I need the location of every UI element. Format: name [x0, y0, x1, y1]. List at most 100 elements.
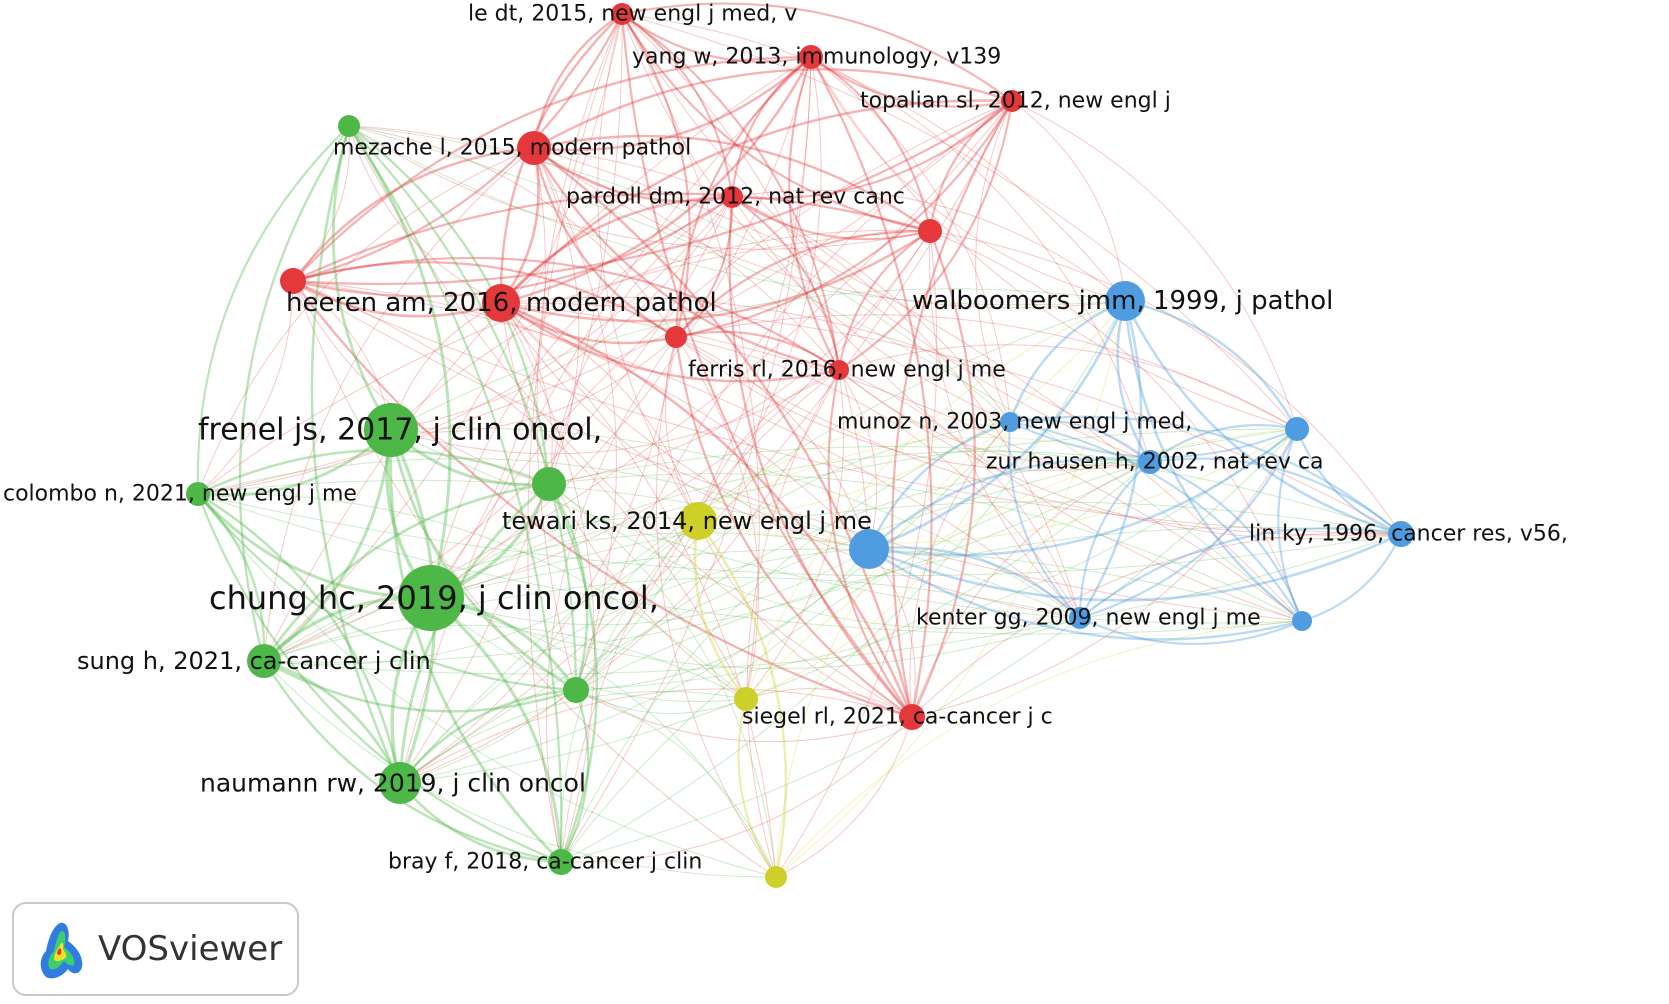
network-link [292, 280, 870, 550]
network-link [810, 56, 1126, 302]
network-link [263, 624, 747, 700]
network-node-g7[interactable] [563, 677, 589, 703]
network-link [728, 195, 914, 719]
network-link [347, 124, 551, 486]
network-link [1277, 427, 1304, 623]
node-label-n11: siegel rl, 2021, ca-cancer j c [742, 705, 1053, 730]
network-link [197, 196, 733, 495]
network-link [500, 302, 747, 700]
network-link [500, 302, 777, 878]
network-node-y1[interactable] [679, 502, 717, 540]
network-link [548, 445, 1402, 535]
network-link [620, 12, 734, 199]
network-link [499, 229, 932, 323]
network-node-n9[interactable] [665, 326, 687, 348]
network-link [348, 125, 1303, 622]
network-node-n7[interactable] [280, 268, 306, 294]
network-link [775, 421, 1011, 878]
network-link [348, 125, 913, 718]
network-node-g3[interactable] [532, 467, 566, 501]
node-label-b1: walboomers jmm, 1999, j pathol [912, 286, 1333, 316]
node-label-n3: topalian sl, 2012, new engl j [860, 89, 1171, 114]
network-link [575, 526, 1402, 691]
network-link [196, 492, 433, 600]
network-node-b3[interactable] [1285, 417, 1309, 441]
network-link [867, 458, 1152, 551]
network-link [745, 369, 845, 700]
network-link [1148, 460, 1304, 623]
network-link [809, 55, 932, 233]
network-node-b7[interactable] [1069, 607, 1091, 629]
network-link [1123, 299, 1304, 623]
network-node-g9[interactable] [548, 849, 574, 875]
network-link [292, 280, 1303, 622]
network-node-y3[interactable] [765, 866, 787, 888]
network-link [745, 688, 913, 718]
network-link [675, 336, 1402, 536]
network-link [331, 124, 393, 432]
network-node-b5[interactable] [849, 529, 889, 569]
network-link [1123, 299, 1299, 431]
network-link [1116, 299, 1152, 464]
network-link [697, 436, 1151, 522]
network-node-n3[interactable] [1001, 90, 1023, 112]
network-node-n8[interactable] [482, 284, 520, 322]
network-node-y2[interactable] [734, 687, 758, 711]
network-link [867, 547, 1304, 641]
network-link [929, 230, 1303, 622]
network-link [532, 68, 1014, 150]
network-link [263, 461, 1151, 663]
network-node-b6[interactable] [1388, 521, 1414, 547]
network-link [533, 147, 1126, 309]
network-node-n5[interactable] [721, 186, 743, 208]
network-link [263, 13, 623, 662]
network-link [731, 189, 1126, 302]
network-link [575, 689, 913, 743]
network-link [1123, 299, 1403, 536]
network-node-n6[interactable] [918, 219, 942, 243]
network-node-g6[interactable] [247, 644, 281, 678]
network-link [621, 13, 1126, 302]
network-link [292, 280, 777, 878]
network-link [389, 428, 563, 864]
network-link [430, 548, 870, 626]
network-link [292, 280, 1081, 619]
network-link [263, 660, 777, 878]
node-label-b6: lin ky, 1996, cancer res, v56, [1249, 522, 1568, 547]
network-node-b8[interactable] [1292, 611, 1312, 631]
network-node-g4[interactable] [186, 482, 210, 506]
network-link [621, 13, 760, 700]
network-node-g2[interactable] [364, 403, 418, 457]
network-link [1078, 427, 1299, 620]
network-link [1078, 616, 1304, 645]
network-node-g8[interactable] [379, 762, 421, 804]
network-node-b4[interactable] [1138, 450, 1162, 474]
network-link [675, 336, 759, 700]
network-node-b2[interactable] [1000, 412, 1020, 432]
network-node-n1[interactable] [611, 3, 633, 25]
network-link [560, 428, 1298, 863]
network-node-b1[interactable] [1105, 281, 1145, 321]
network-link [399, 421, 1011, 784]
network-link [527, 13, 623, 863]
node-label-g6: sung h, 2021, ca-cancer j clin [77, 647, 431, 675]
network-link [348, 125, 677, 338]
network-node-n11[interactable] [899, 704, 925, 730]
network-link [1008, 419, 1152, 464]
network-node-g5[interactable] [398, 565, 464, 631]
network-link [430, 501, 1402, 599]
network-link [730, 99, 1014, 200]
network-link [532, 55, 813, 152]
network-node-g1[interactable] [338, 115, 360, 137]
network-link [621, 13, 1011, 423]
network-link [745, 421, 1011, 700]
network-link [975, 100, 1013, 423]
network-link [655, 336, 777, 878]
network-link [867, 420, 1012, 551]
network-link [430, 230, 931, 599]
network-node-n4[interactable] [517, 131, 551, 165]
network-node-n2[interactable] [799, 45, 823, 69]
network-node-n10[interactable] [829, 360, 849, 380]
network-link [310, 124, 402, 785]
network-link [775, 230, 938, 878]
